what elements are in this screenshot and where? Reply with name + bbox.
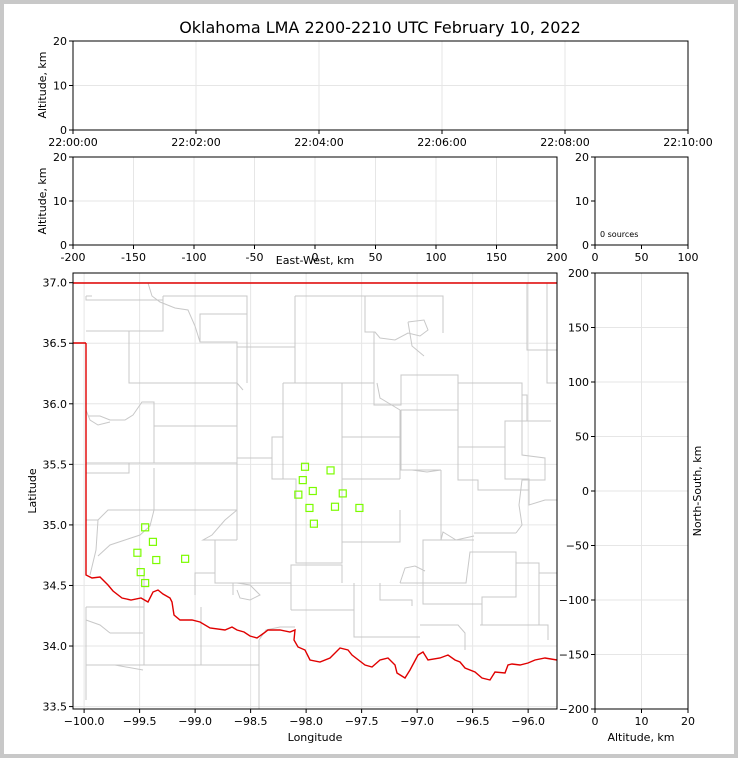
lightning-source-point [309,519,318,528]
lightning-source-point [294,490,303,499]
plan-view-panel: −100.0 −99.5 −99.0 −98.5 −98.0 −97.5 −97.0 −96.… [26,272,558,744]
altitude-eastwest-xtick-label: -150 [121,251,146,264]
plan-view-xtick-label: −96.0 [511,715,545,728]
altitude-eastwest-xtick-label: 200 [547,251,568,264]
altitude-time-panel: 22:00:00 22:02:00 22:04:00 22:06:00 22:08:00… [36,35,713,149]
histogram-xtick-label: 0 [592,251,599,264]
altitude-eastwest-ylabel: Altitude, km [36,167,49,234]
plan-view-xtick-label: −100.0 [64,715,105,728]
lightning-source-point [308,486,317,496]
plan-view-ytick-label: 35.0 [43,519,68,532]
lightning-source-point [298,476,307,485]
plan-view-xtick-label: −97.0 [400,715,434,728]
altitude-time-xtick-label: 22:04:00 [294,136,343,149]
histogram-ytick-label: 0 [582,239,589,252]
altitude-eastwest-xtick-label: -100 [182,251,207,264]
altitude-time-ytick-label: 0 [60,124,67,137]
lightning-source-point [133,548,142,557]
plan-view-ytick-label: 35.5 [43,458,68,471]
histogram-ytick-label: 10 [575,195,589,208]
plan-view-ytick-label: 37.0 [43,277,68,290]
histogram-xtick-label: 50 [635,251,649,264]
northsouth-altitude-ytick-label: 50 [575,431,589,444]
altitude-time-xtick-label: 22:02:00 [171,136,220,149]
northsouth-altitude-panel: 0 10 20 −200 −150 −100 −50 0 50 100 150 200 North-S… [559,267,704,744]
figure-background [4,4,734,754]
northsouth-altitude-ytick-label: −150 [559,649,589,662]
lightning-source-point [141,523,150,532]
lightning-source-point [152,555,161,565]
northsouth-altitude-ytick-label: −200 [559,703,589,716]
altitude-eastwest-xlabel: East-West, km [276,254,354,267]
histogram-panel: 0 50 100 0 10 20 0 sources [575,151,699,264]
lightning-source-point [148,537,158,546]
county-boundaries [85,282,557,709]
plan-view-xtick-label: −99.5 [123,715,157,728]
plan-view-xtick-label: −96.5 [456,715,490,728]
northsouth-altitude-ytick-label: 100 [568,376,589,389]
altitude-eastwest-ytick-label: 0 [60,239,67,252]
lightning-source-point [300,462,310,471]
altitude-eastwest-ytick-label: 10 [53,195,67,208]
lightning-source-point [326,466,335,475]
plan-view-ytick-label: 36.0 [43,398,68,411]
altitude-time-xtick-label: 22:06:00 [417,136,466,149]
altitude-eastwest-xtick-label: 0 [312,251,319,264]
plan-view-xlabel: Longitude [288,731,343,744]
northsouth-altitude-xtick-label: 10 [635,715,649,728]
altitude-time-ytick-label: 10 [53,80,67,93]
plan-view-frame [72,272,558,710]
histogram-source-count: 0 sources [600,230,638,239]
lightning-source-point [355,503,364,513]
plan-view-ytick-label: 33.5 [43,701,68,714]
plan-view-ytick-label: 36.5 [43,337,68,350]
lightning-source-point [136,568,145,577]
lightning-source-point [305,503,314,513]
altitude-eastwest-panel: -200 -150 -100 -50 0 50 100 150 200 0 10 20 Altitud… [36,151,568,267]
northsouth-altitude-xtick-label: 20 [681,715,695,728]
lightning-source-point [141,578,150,588]
altitude-eastwest-xtick-label: 50 [369,251,383,264]
northsouth-altitude-ylabel: North-South, km [691,446,704,537]
plan-view-ytick-label: 34.5 [43,579,68,592]
northsouth-altitude-xlabel: Altitude, km [607,731,674,744]
northsouth-altitude-xtick-label: 0 [592,715,599,728]
altitude-time-ytick-label: 20 [53,35,67,48]
northsouth-altitude-ytick-label: 200 [568,267,589,280]
northsouth-altitude-ytick-label: −100 [559,594,589,607]
figure-title: Oklahoma LMA 2200-2210 UTC February 10, … [179,18,581,37]
northsouth-altitude-ytick-label: 0 [582,485,589,498]
histogram-ytick-label: 20 [575,151,589,164]
altitude-eastwest-xtick-label: -200 [61,251,86,264]
altitude-eastwest-ytick-label: 20 [53,151,67,164]
northsouth-altitude-ytick-label: 150 [568,322,589,335]
plan-view-xtick-label: −98.5 [234,715,268,728]
altitude-time-xtick-label: 22:10:00 [663,136,712,149]
altitude-time-xtick-label: 22:00:00 [48,136,97,149]
altitude-eastwest-xtick-label: 100 [426,251,447,264]
altitude-time-ylabel: Altitude, km [36,51,49,118]
state-border [73,282,557,681]
plan-view-ylabel: Latitude [26,468,39,514]
plan-view-xtick-label: −99.0 [178,715,212,728]
northsouth-altitude-ytick-label: −50 [566,540,589,553]
altitude-time-xtick-label: 22:08:00 [540,136,589,149]
lightning-source-point [338,489,347,498]
plan-view-xtick-label: −98.0 [289,715,323,728]
plan-view-xtick-label: −97.5 [345,715,379,728]
lightning-source-point [181,554,190,563]
plan-view-ytick-label: 34.0 [43,640,68,653]
altitude-eastwest-xtick-label: -50 [246,251,264,264]
histogram-xtick-label: 100 [678,251,699,264]
altitude-eastwest-xtick-label: 150 [486,251,507,264]
lightning-source-point [330,502,340,511]
